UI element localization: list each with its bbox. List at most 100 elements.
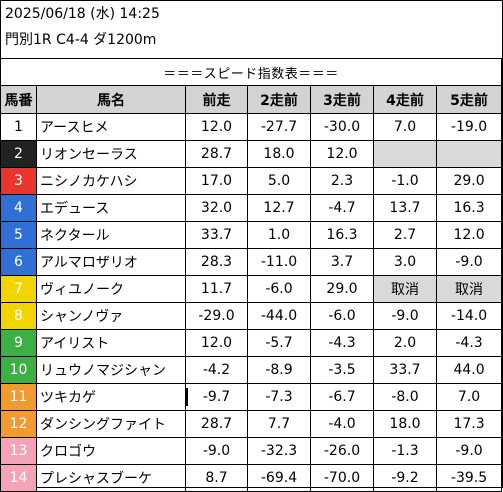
horse-number: 11 [0, 383, 37, 411]
speed-5ago: 7.0 [435, 383, 503, 411]
speed-4ago: 2.0 [373, 329, 437, 357]
speed-2ago: -32.3 [247, 437, 311, 465]
speed-2ago: -44.0 [247, 302, 311, 330]
speed-3ago: 2.3 [310, 167, 374, 195]
horse-name: ダンシングファイト [36, 410, 186, 438]
speed-5ago: 12.0 [435, 221, 503, 249]
speed-2ago: 18.0 [247, 140, 311, 168]
speed-last: 8.7 [185, 464, 248, 492]
race-datetime: 2025/06/18 (水) 14:25 [5, 6, 160, 22]
speed-4ago [373, 140, 437, 168]
speed-4ago: -1.3 [373, 437, 437, 465]
speed-4ago: 2.7 [373, 221, 437, 249]
speed-3ago: -4.3 [310, 329, 374, 357]
speed-last: -4.2 [185, 356, 248, 384]
table-row: 13 クロゴウ -9.0 -32.3 -26.0 -1.3 -9.0 [0, 437, 503, 465]
speed-5ago: -4.3 [435, 329, 503, 357]
speed-5ago: 取消 [435, 275, 503, 303]
speed-3ago: -26.0 [310, 437, 374, 465]
table-row: 9 アイリスト 12.0 -5.7 -4.3 2.0 -4.3 [0, 329, 503, 357]
speed-last: 32.0 [185, 194, 248, 222]
speed-3ago: 3.7 [310, 248, 374, 276]
table-row: 14 プレシャスブーケ 8.7 -69.4 -70.0 -9.2 -39.5 [0, 464, 503, 492]
horse-number: 1 [0, 113, 37, 141]
horse-name: リュウノマジシャン [36, 356, 186, 384]
speed-2ago: -5.7 [247, 329, 311, 357]
speed-2ago: -69.4 [247, 464, 311, 492]
speed-3ago: 29.0 [310, 275, 374, 303]
horse-name: クロゴウ [36, 437, 186, 465]
speed-5ago: 44.0 [435, 356, 503, 384]
speed-3ago: -30.0 [310, 113, 374, 141]
speed-3ago: -4.7 [310, 194, 374, 222]
speed-last: -29.0 [185, 302, 248, 330]
speed-last: -9.7 [185, 383, 248, 411]
table-row: 1 アースヒメ 12.0 -27.7 -30.0 7.0 -19.0 [0, 113, 503, 141]
speed-3ago: -70.0 [310, 464, 374, 492]
table-row: 2 リオンセーラス 28.7 18.0 12.0 [0, 140, 503, 168]
horse-name: エデュース [36, 194, 186, 222]
table-row: 7 ヴィユノーク 11.7 -6.0 29.0 取消 取消 [0, 275, 503, 303]
horse-number: 9 [0, 329, 37, 357]
horse-name: シャンノヴァ [36, 302, 186, 330]
horse-name: ニシノカケハシ [36, 167, 186, 195]
speed-last: 28.7 [185, 410, 248, 438]
speed-5ago: -19.0 [435, 113, 503, 141]
col-header-2ago: 2走前 [247, 85, 311, 114]
speed-2ago: 7.7 [247, 410, 311, 438]
horse-number: 8 [0, 302, 37, 330]
horse-number: 5 [0, 221, 37, 249]
speed-4ago: -9.0 [373, 302, 437, 330]
horse-name: ヴィユノーク [36, 275, 186, 303]
speed-5ago: -39.5 [435, 464, 503, 492]
table-row: 10 リュウノマジシャン -4.2 -8.9 -3.5 33.7 44.0 [0, 356, 503, 384]
horse-number: 14 [0, 464, 37, 492]
speed-last: 28.7 [185, 140, 248, 168]
speed-2ago: 12.7 [247, 194, 311, 222]
table-row: 3 ニシノカケハシ 17.0 5.0 2.3 -1.0 29.0 [0, 167, 503, 195]
speed-last: 17.0 [185, 167, 248, 195]
table-title: ＝＝＝スピード指数表＝＝＝ [0, 58, 503, 86]
speed-2ago: -8.9 [247, 356, 311, 384]
col-header-number: 馬番 [0, 85, 37, 114]
col-header-4ago: 4走前 [373, 85, 437, 114]
speed-5ago: -14.0 [435, 302, 503, 330]
race-info: 門別1R C4-4 ダ1200m [5, 32, 157, 48]
speed-4ago: 取消 [373, 275, 437, 303]
speed-last: 12.0 [185, 329, 248, 357]
speed-4ago: 7.0 [373, 113, 437, 141]
speed-last: 11.7 [185, 275, 248, 303]
horse-number: 13 [0, 437, 37, 465]
speed-5ago: 17.3 [435, 410, 503, 438]
horse-name: アイリスト [36, 329, 186, 357]
speed-2ago: -11.0 [247, 248, 311, 276]
col-header-horse: 馬名 [36, 85, 186, 114]
col-header-5ago: 5走前 [435, 85, 503, 114]
header-row: 馬番 馬名 前走 2走前 3走前 4走前 5走前 [0, 85, 503, 114]
speed-3ago: 12.0 [310, 140, 374, 168]
speed-last: 28.3 [185, 248, 248, 276]
speed-4ago: -9.2 [373, 464, 437, 492]
table-row: 8 シャンノヴァ -29.0 -44.0 -6.0 -9.0 -14.0 [0, 302, 503, 330]
speed-3ago: -6.7 [310, 383, 374, 411]
horse-name: ネクタール [36, 221, 186, 249]
speed-5ago: -9.0 [435, 437, 503, 465]
horse-name: リオンセーラス [36, 140, 186, 168]
horse-name: アースヒメ [36, 113, 186, 141]
speed-4ago: 13.7 [373, 194, 437, 222]
speed-3ago: -6.0 [310, 302, 374, 330]
horse-number: 7 [0, 275, 37, 303]
speed-2ago: -6.0 [247, 275, 311, 303]
table-row: 4 エデュース 32.0 12.7 -4.7 13.7 16.3 [0, 194, 503, 222]
speed-5ago: 29.0 [435, 167, 503, 195]
horse-number: 12 [0, 410, 37, 438]
speed-3ago: -4.0 [310, 410, 374, 438]
horse-number: 3 [0, 167, 37, 195]
table-row: 5 ネクタール 33.7 1.0 16.3 2.7 12.0 [0, 221, 503, 249]
speed-2ago: -7.3 [247, 383, 311, 411]
speed-2ago: 5.0 [247, 167, 311, 195]
speed-4ago: 3.0 [373, 248, 437, 276]
speed-4ago: 33.7 [373, 356, 437, 384]
speed-2ago: 1.0 [247, 221, 311, 249]
speed-last: -9.0 [185, 437, 248, 465]
